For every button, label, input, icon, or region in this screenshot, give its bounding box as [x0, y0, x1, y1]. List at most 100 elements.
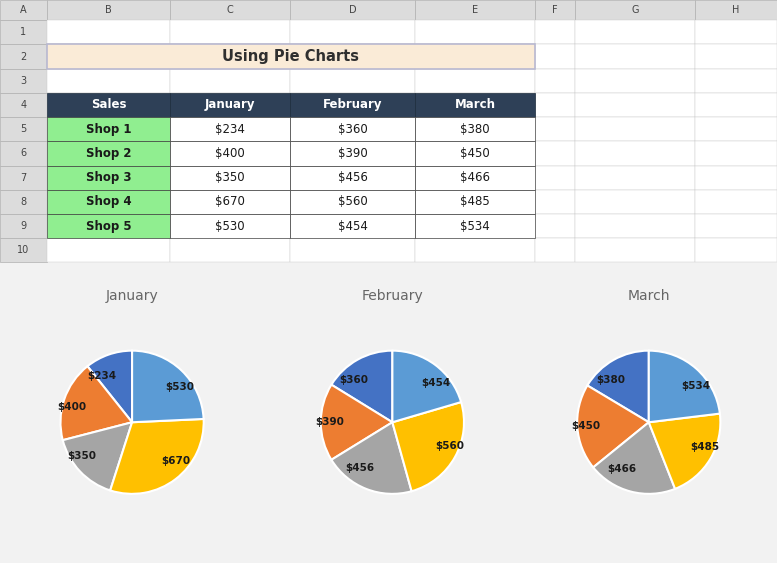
Bar — [170, 238, 290, 262]
Bar — [0, 117, 47, 141]
Bar — [695, 141, 777, 166]
Text: $400: $400 — [57, 402, 86, 412]
Text: $530: $530 — [166, 382, 195, 392]
Bar — [47, 117, 170, 141]
Text: C: C — [227, 5, 233, 15]
Title: February: February — [361, 289, 423, 303]
Bar — [535, 93, 575, 117]
Bar — [170, 214, 290, 238]
Text: B: B — [105, 5, 112, 15]
Bar — [170, 20, 290, 44]
Text: Using Pie Charts: Using Pie Charts — [222, 49, 360, 64]
Bar — [415, 141, 535, 166]
Bar — [290, 141, 415, 166]
Bar — [290, 117, 415, 141]
Bar — [170, 69, 290, 93]
Text: Sales: Sales — [91, 99, 126, 111]
Text: $560: $560 — [435, 441, 464, 451]
Bar — [290, 190, 415, 214]
Bar — [47, 117, 170, 141]
Bar — [290, 93, 415, 117]
Bar — [695, 44, 777, 69]
Text: $670: $670 — [215, 195, 245, 208]
Bar — [415, 69, 535, 93]
Bar — [415, 93, 535, 117]
Wedge shape — [392, 402, 464, 491]
Text: $390: $390 — [338, 147, 368, 160]
Bar — [575, 238, 695, 262]
Text: $485: $485 — [460, 195, 490, 208]
Text: $534: $534 — [460, 220, 490, 233]
Wedge shape — [593, 422, 675, 494]
Bar — [695, 214, 777, 238]
Text: A: A — [20, 5, 27, 15]
Bar — [170, 166, 290, 190]
Bar — [47, 166, 170, 190]
Bar — [47, 214, 170, 238]
Bar — [415, 20, 535, 44]
Wedge shape — [332, 422, 412, 494]
Bar — [47, 0, 170, 20]
Bar — [170, 214, 290, 238]
Bar — [170, 141, 290, 166]
Text: D: D — [349, 5, 357, 15]
Bar — [47, 166, 170, 190]
Bar — [47, 44, 170, 69]
Text: $234: $234 — [87, 371, 116, 381]
Bar — [0, 0, 47, 20]
Text: 5: 5 — [20, 124, 26, 134]
Bar — [575, 214, 695, 238]
Bar — [0, 166, 47, 190]
Bar — [575, 20, 695, 44]
Bar — [415, 190, 535, 214]
Bar — [0, 190, 47, 214]
Wedge shape — [88, 351, 132, 422]
Text: $234: $234 — [215, 123, 245, 136]
Text: Shop 5: Shop 5 — [85, 220, 131, 233]
Bar — [695, 190, 777, 214]
Text: Shop 3: Shop 3 — [85, 171, 131, 184]
Bar — [695, 117, 777, 141]
Text: $390: $390 — [315, 417, 343, 427]
Bar — [535, 238, 575, 262]
Bar — [47, 190, 170, 214]
Bar — [415, 238, 535, 262]
Bar — [575, 166, 695, 190]
Bar — [535, 166, 575, 190]
Bar — [0, 214, 47, 238]
Bar — [170, 0, 290, 20]
Text: $466: $466 — [460, 171, 490, 184]
Bar — [575, 190, 695, 214]
Bar — [575, 141, 695, 166]
Bar — [170, 93, 290, 117]
Text: $350: $350 — [68, 450, 96, 461]
Text: E: E — [472, 5, 478, 15]
Bar — [290, 214, 415, 238]
Bar — [170, 117, 290, 141]
Text: $670: $670 — [162, 456, 191, 466]
Text: February: February — [322, 99, 382, 111]
Wedge shape — [649, 414, 720, 489]
Bar — [47, 93, 170, 117]
Bar — [415, 117, 535, 141]
Bar — [290, 20, 415, 44]
Bar — [695, 93, 777, 117]
Bar — [415, 214, 535, 238]
Wedge shape — [321, 385, 392, 460]
Wedge shape — [61, 367, 132, 440]
Bar — [695, 238, 777, 262]
Text: $456: $456 — [346, 463, 375, 472]
Text: G: G — [631, 5, 639, 15]
Bar — [290, 166, 415, 190]
Text: 3: 3 — [20, 76, 26, 86]
Bar — [575, 44, 695, 69]
Text: 9: 9 — [20, 221, 26, 231]
Bar — [170, 166, 290, 190]
Bar — [415, 44, 535, 69]
Text: 10: 10 — [17, 245, 30, 256]
Text: 1: 1 — [20, 27, 26, 37]
Bar — [170, 190, 290, 214]
Bar — [170, 141, 290, 166]
Bar — [415, 141, 535, 166]
Bar — [535, 69, 575, 93]
